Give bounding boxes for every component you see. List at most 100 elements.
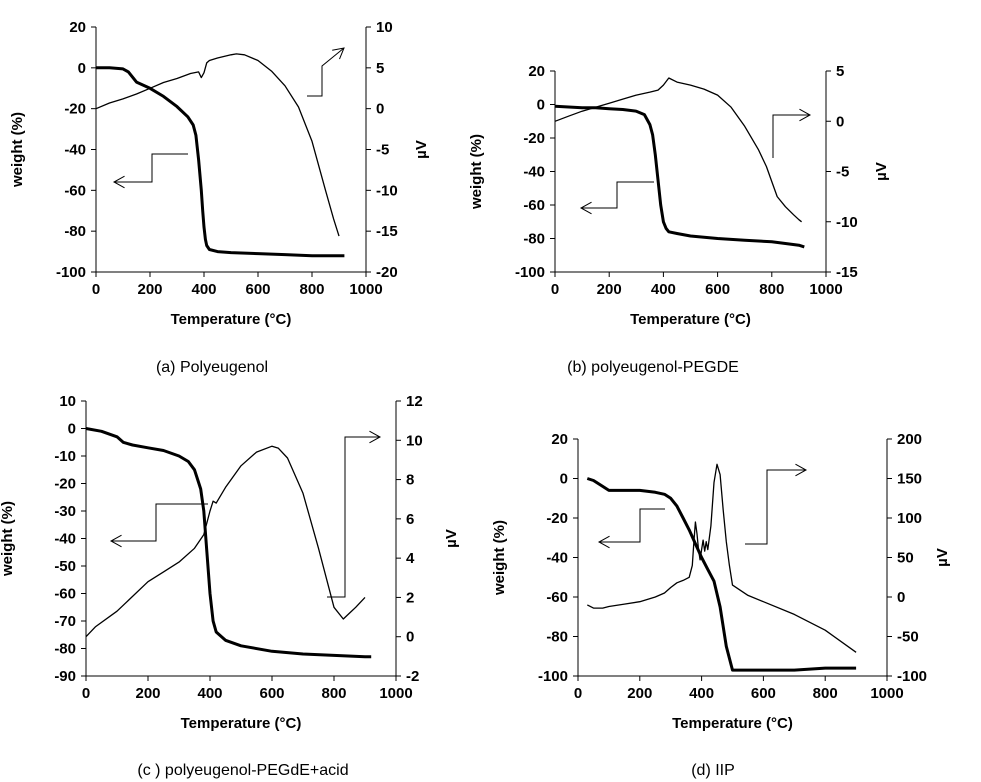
- y2-axis-label: µV: [443, 529, 460, 548]
- dta-axis-pointer-arrow: [327, 436, 380, 598]
- arrowhead-icon: [579, 201, 592, 215]
- x-tick-label: 600: [705, 281, 730, 298]
- weight-axis-pointer-arrow: [599, 508, 665, 543]
- x-tick-label: 800: [759, 281, 784, 298]
- x-axis-label: Temperature (°C): [171, 311, 292, 328]
- y-tick-label: 20: [528, 63, 545, 80]
- arrowhead-icon: [799, 108, 812, 122]
- y2-tick-label: 100: [897, 510, 922, 527]
- y-tick-label: -60: [523, 197, 545, 214]
- y2-tick-label: -10: [836, 214, 858, 231]
- y-tick-label: -80: [64, 223, 86, 240]
- y-tick-label: -80: [54, 641, 76, 658]
- y-tick-label: 0: [560, 471, 568, 488]
- y-tick-label: -40: [546, 550, 568, 567]
- y-axis-label: weight (%): [9, 112, 26, 188]
- y-tick-label: 20: [69, 19, 86, 36]
- dta-axis-pointer-arrow: [772, 114, 810, 158]
- y-tick-label: -100: [515, 264, 545, 281]
- panel-caption: (d) IIP: [691, 762, 735, 779]
- y-axis-label: weight (%): [491, 520, 508, 596]
- x-tick-label: 600: [245, 281, 270, 298]
- x-tick-label: 400: [651, 281, 676, 298]
- weight-axis-pointer-arrow: [114, 153, 188, 183]
- y2-tick-label: 150: [897, 471, 922, 488]
- x-tick-label: 0: [92, 281, 100, 298]
- y2-axis-label: µV: [934, 548, 951, 567]
- arrowhead-icon: [109, 534, 122, 548]
- y2-tick-label: -15: [836, 264, 858, 281]
- weight-series-line: [85, 427, 372, 659]
- chart-panel-1: 0 200 400 600 800 1000200-20-40-60-80-1001050…: [9, 19, 430, 376]
- x-tick-label: 1000: [379, 685, 412, 702]
- y-tick-label: -60: [546, 589, 568, 606]
- y2-tick-label: 12: [406, 393, 423, 410]
- x-tick-label: 200: [135, 685, 160, 702]
- y2-tick-label: -20: [376, 264, 398, 281]
- x-tick-label: 400: [197, 685, 222, 702]
- y-tick-label: -20: [546, 510, 568, 527]
- chart-panel-3: 0 200 400 600 800 1000100-10-20-30-40-50-60-7…: [0, 393, 460, 779]
- weight-series-line: [96, 66, 345, 258]
- y-tick-label: -50: [54, 558, 76, 575]
- arrowhead-icon: [112, 175, 125, 189]
- dta-series-line: [85, 445, 366, 638]
- dta-axis-pointer-arrow: [307, 47, 345, 97]
- y2-tick-label: 50: [897, 550, 914, 567]
- chart-panel-4: 0 200 400 600 800 1000200-20-40-60-80-1002001…: [491, 431, 951, 779]
- y-tick-label: -80: [523, 231, 545, 248]
- y2-tick-label: 10: [406, 432, 423, 449]
- x-axis-label: Temperature (°C): [672, 715, 793, 732]
- weight-axis-pointer-arrow: [111, 503, 208, 542]
- x-tick-label: 0: [82, 685, 90, 702]
- y-tick-label: -60: [64, 182, 86, 199]
- y2-tick-label: 0: [406, 629, 414, 646]
- y2-tick-label: 5: [836, 63, 844, 80]
- arrowhead-icon: [332, 47, 345, 60]
- y2-tick-label: 5: [376, 60, 384, 77]
- y2-tick-label: -15: [376, 223, 398, 240]
- dta-series-line: [95, 53, 340, 237]
- dta-axis-pointer-arrow: [745, 469, 806, 545]
- dta-series-line: [587, 463, 857, 653]
- y-tick-label: -100: [56, 264, 86, 281]
- chart-panel-2: 0 200 400 600 800 1000200-20-40-60-80-10050-5…: [468, 63, 890, 376]
- x-tick-label: 200: [137, 281, 162, 298]
- y-tick-label: -10: [54, 448, 76, 465]
- y2-tick-label: 10: [376, 19, 393, 36]
- y2-tick-label: -5: [376, 142, 389, 159]
- y-tick-label: 0: [78, 60, 86, 77]
- y2-tick-label: -10: [376, 182, 398, 199]
- weight-axis-pointer-arrow: [581, 181, 654, 209]
- x-tick-label: 1000: [809, 281, 842, 298]
- x-tick-label: 400: [191, 281, 216, 298]
- x-tick-label: 800: [813, 685, 838, 702]
- y2-tick-label: 200: [897, 431, 922, 448]
- y-tick-label: -40: [523, 164, 545, 181]
- x-tick-label: 800: [299, 281, 324, 298]
- arrowhead-icon: [795, 463, 808, 477]
- x-tick-label: 200: [597, 281, 622, 298]
- y-tick-label: -90: [54, 668, 76, 685]
- weight-series-line: [554, 104, 805, 249]
- y-tick-label: -80: [546, 629, 568, 646]
- y-tick-label: -40: [64, 142, 86, 159]
- y2-tick-label: 0: [376, 101, 384, 118]
- y-tick-label: -100: [538, 668, 568, 685]
- y-tick-label: -20: [64, 101, 86, 118]
- y2-tick-label: -100: [897, 668, 927, 685]
- x-tick-label: 600: [259, 685, 284, 702]
- x-tick-label: 600: [751, 685, 776, 702]
- y-tick-label: -70: [54, 613, 76, 630]
- dta-series-line: [554, 77, 802, 223]
- panel-caption: (b) polyeugenol-PEGDE: [567, 359, 739, 376]
- y-tick-label: -30: [54, 503, 76, 520]
- y2-tick-label: -5: [836, 164, 849, 181]
- x-tick-label: 0: [551, 281, 559, 298]
- y2-axis-label: µV: [873, 162, 890, 181]
- panel-caption: (a) Polyeugenol: [156, 359, 268, 376]
- x-tick-label: 1000: [349, 281, 382, 298]
- arrowhead-icon: [597, 535, 610, 549]
- y2-tick-label: -2: [406, 668, 419, 685]
